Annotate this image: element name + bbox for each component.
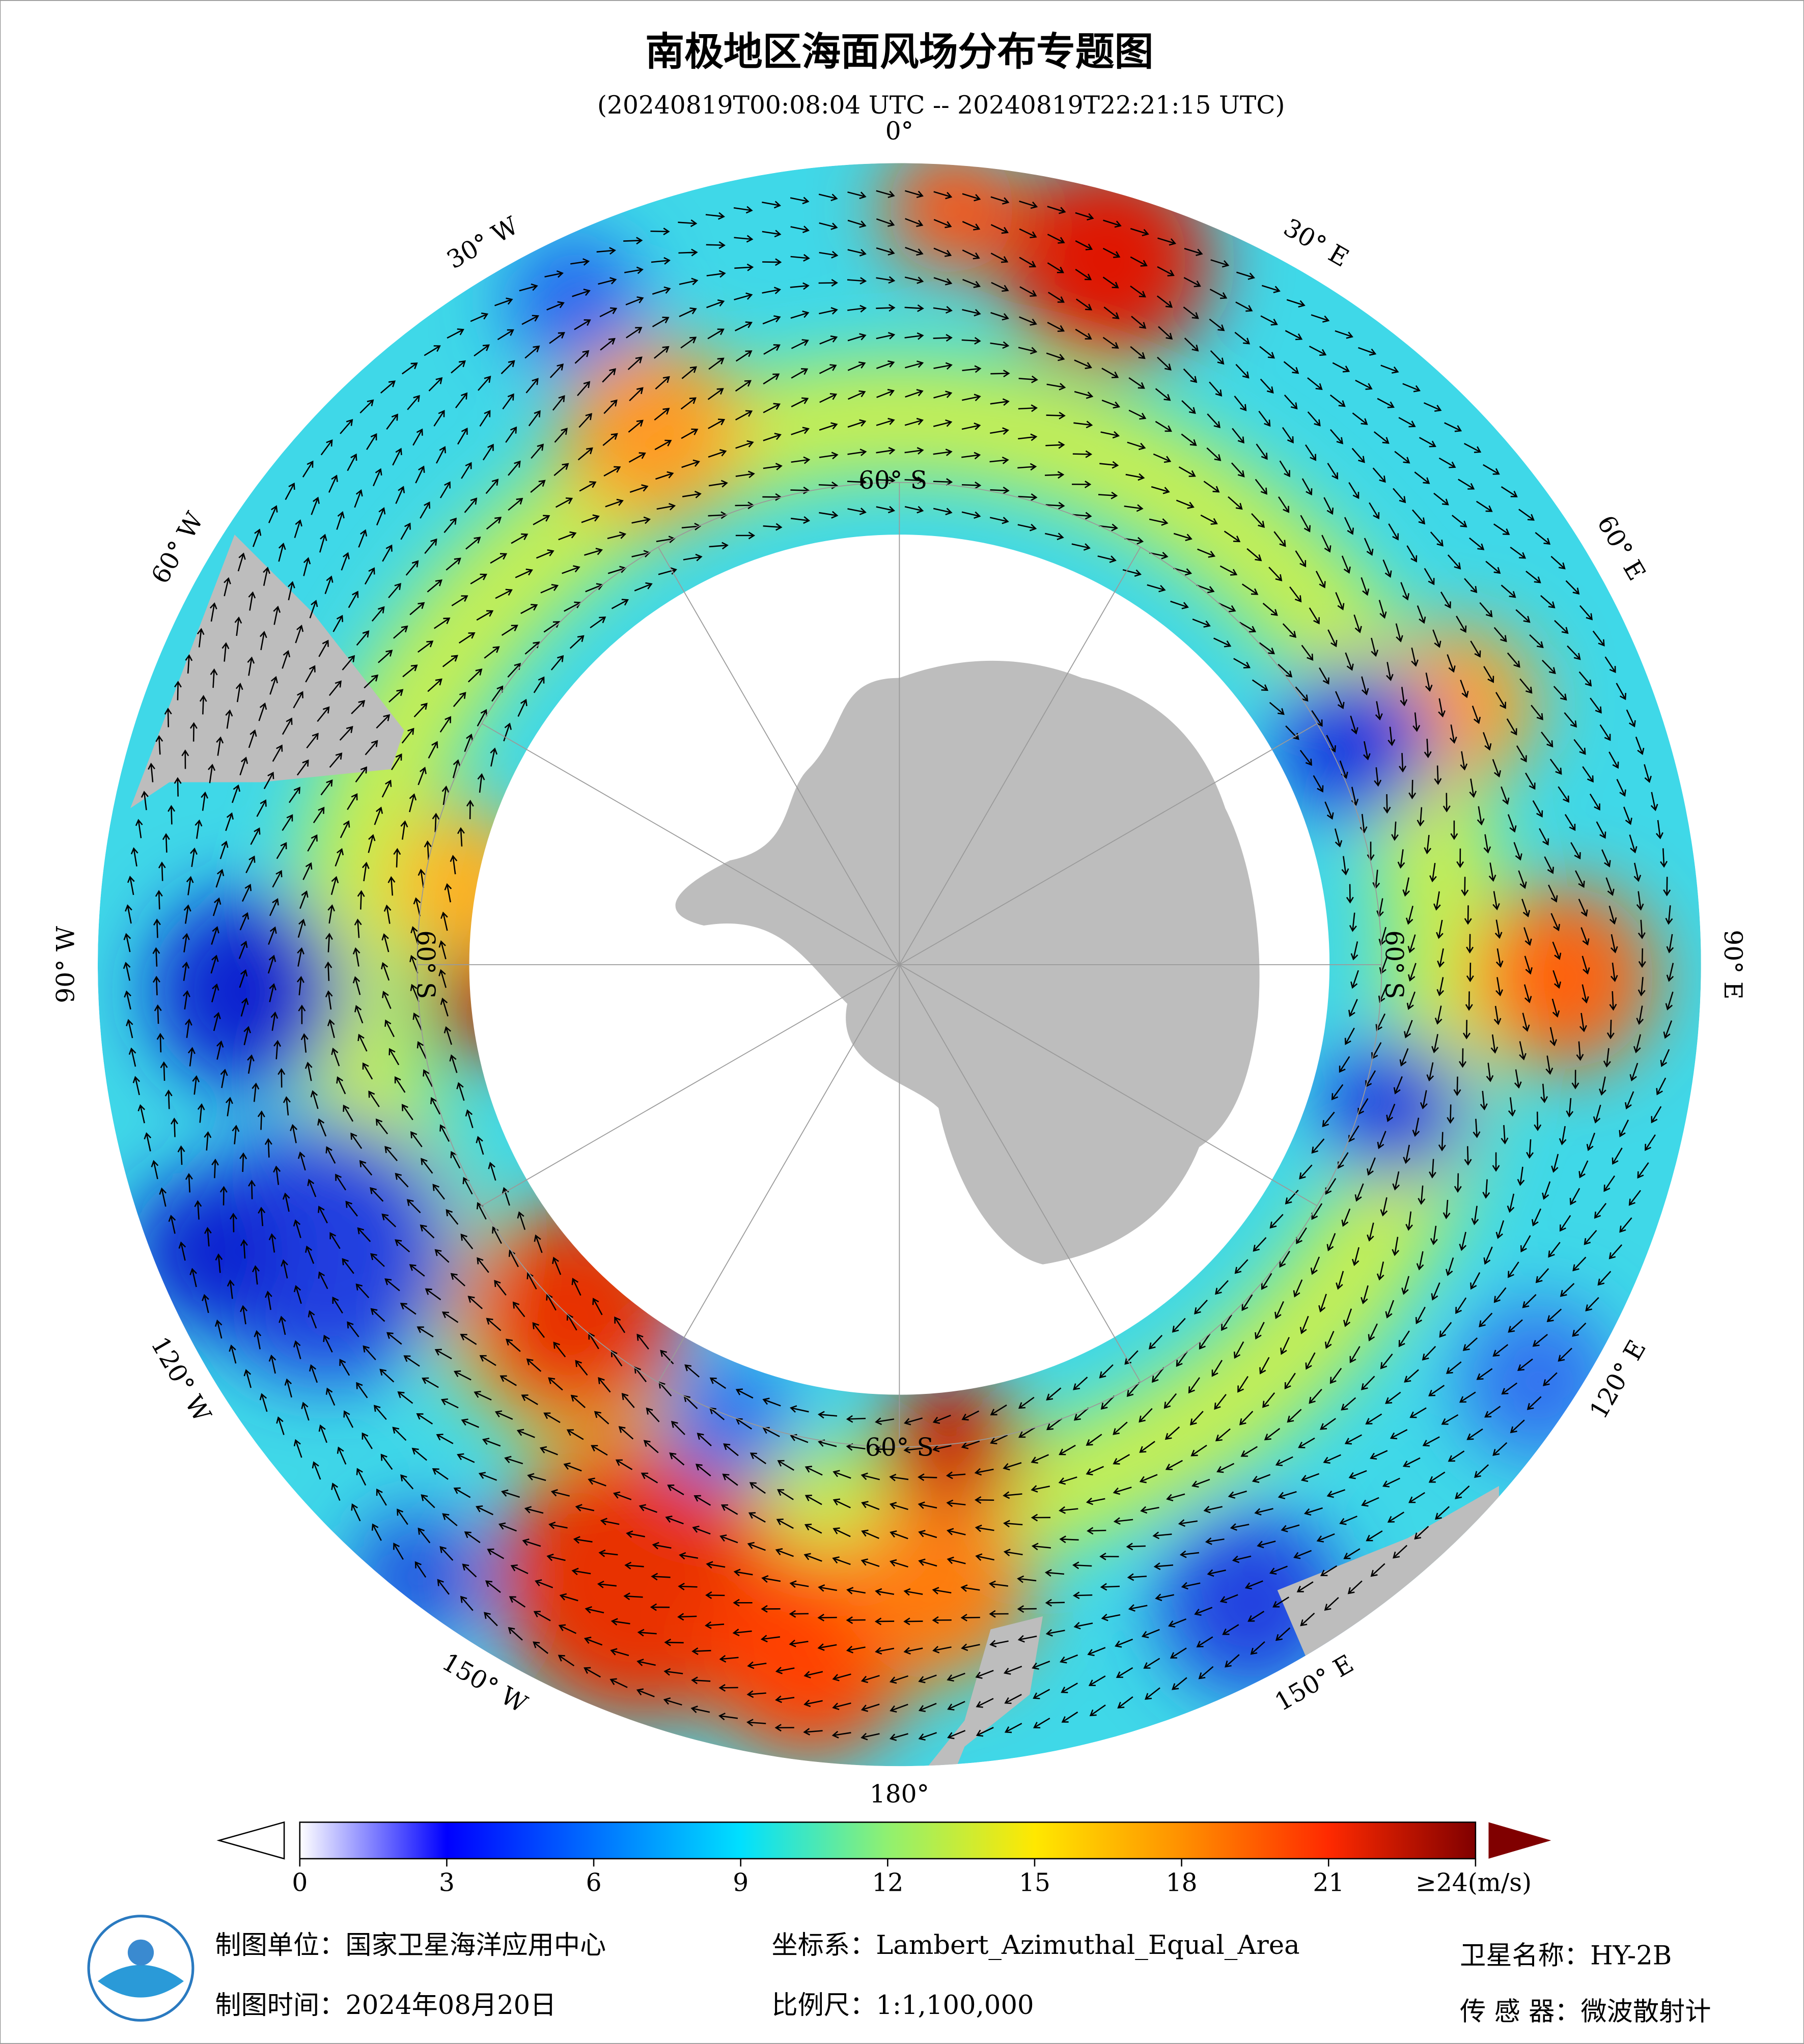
- meridian: [899, 547, 1141, 965]
- colorbar-tick-label: 3: [439, 1869, 455, 1897]
- colorbar-tick-label: 6: [586, 1869, 602, 1897]
- colorbar-tick-label: 15: [1019, 1869, 1050, 1897]
- colorbar-tick-label: ≥24(m/s): [1416, 1869, 1532, 1897]
- satellite: 卫星名称：HY-2B: [1460, 1941, 1672, 1971]
- map-date: 制图时间：2024年08月20日: [215, 1990, 556, 2021]
- meridian: [899, 964, 1318, 1207]
- colorbar: [299, 1822, 1477, 1860]
- colorbar-max-triangle: [1488, 1822, 1551, 1859]
- longitude-label: 90° W: [52, 926, 80, 1003]
- wind-arrows: [123, 190, 1674, 1741]
- meridian: [481, 964, 900, 1207]
- map-subtitle: (20240819T00:08:04 UTC -- 20240819T22:21…: [597, 91, 1285, 120]
- map-title: 南极地区海面风场分布专题图: [645, 29, 1153, 75]
- colorbar-min-triangle: [216, 1821, 285, 1860]
- meridian: [899, 723, 1318, 965]
- meridian: [899, 964, 1141, 1383]
- colorbar-tick-label: 0: [292, 1869, 308, 1897]
- latitude-label: 60° S: [858, 466, 927, 495]
- meridian: [481, 723, 900, 965]
- meridian: [658, 547, 900, 965]
- colorbar-tick-label: 9: [733, 1869, 748, 1897]
- map-scale: 比例尺：1:1,100,000: [772, 1990, 1034, 2021]
- colorbar-tick-label: 21: [1313, 1869, 1344, 1897]
- latitude-label: 60° S: [411, 930, 439, 999]
- colorbar-tick-label: 18: [1166, 1869, 1198, 1897]
- colorbar-tick-label: 12: [872, 1869, 903, 1897]
- antarctica: [675, 660, 1260, 1265]
- organization: 制图单位：国家卫星海洋应用中心: [215, 1930, 606, 1961]
- latitude-label: 60° S: [865, 1434, 934, 1462]
- longitude-label: 90° E: [1718, 930, 1747, 999]
- projection: 坐标系：Lambert_Azimuthal_Equal_Area: [772, 1930, 1300, 1961]
- graticule: [417, 482, 1382, 1447]
- sensor: 传 感 器：微波散射计: [1460, 1997, 1711, 2027]
- logo: [87, 1915, 195, 2022]
- longitude-label: 180°: [870, 1780, 929, 1809]
- latitude-label: 60° S: [1380, 930, 1408, 999]
- colorbar-ticks: 0 3 6 9 12 15 18 21 ≥24(m/s): [292, 1859, 1532, 1897]
- meridian: [658, 964, 900, 1383]
- longitude-label: 0°: [885, 117, 913, 146]
